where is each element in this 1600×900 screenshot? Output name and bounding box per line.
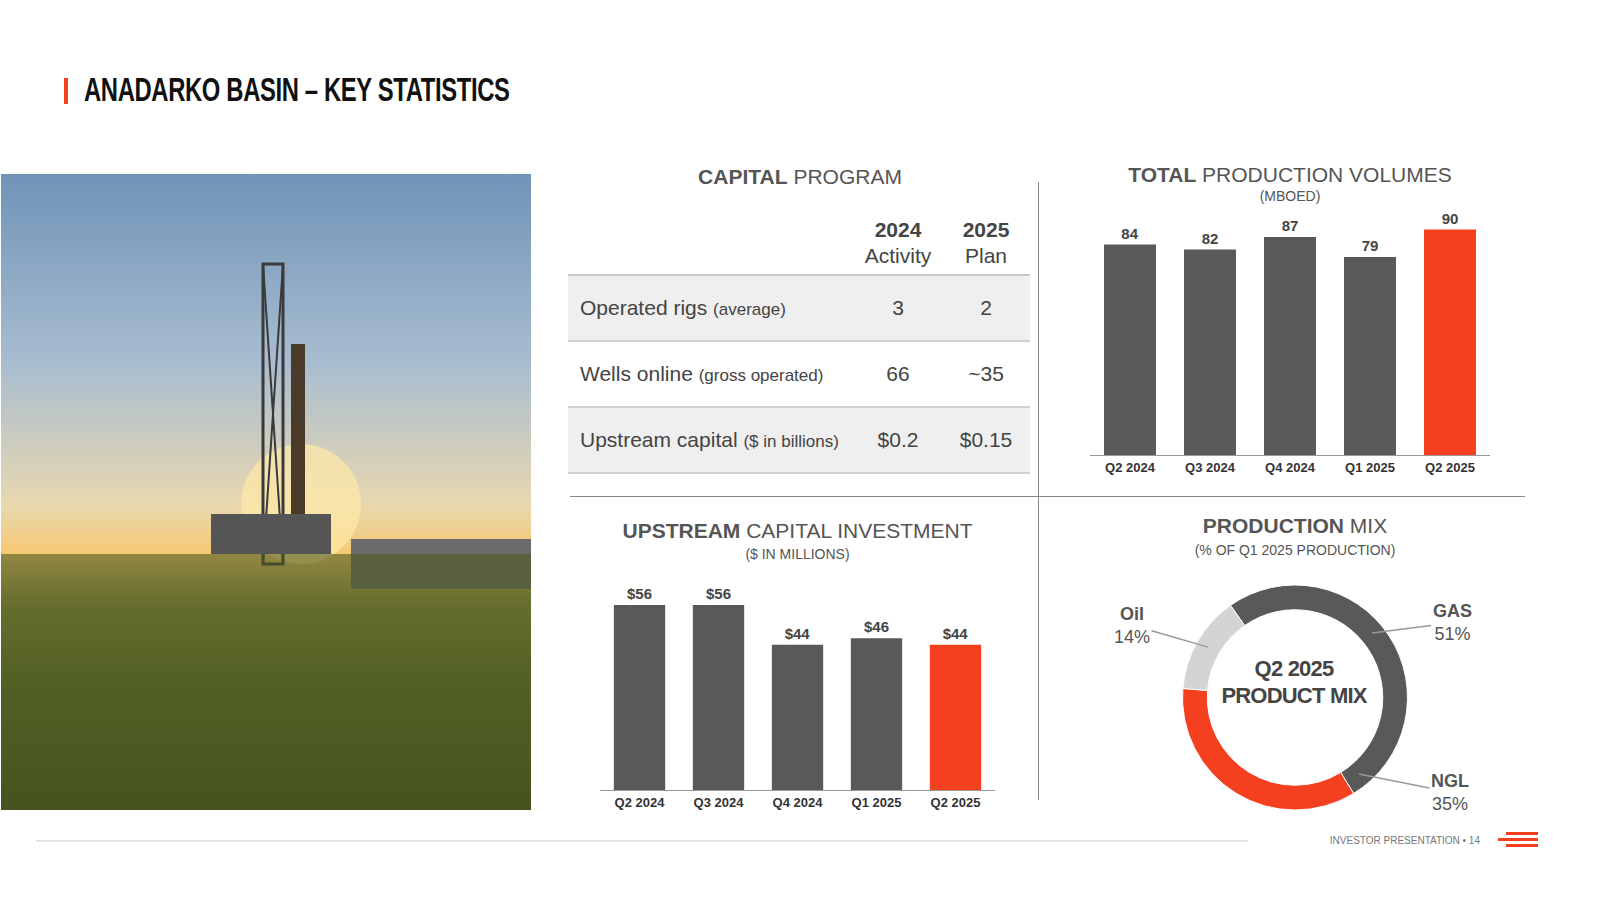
svg-text:$46: $46 <box>864 618 889 635</box>
svg-text:Q2 2024: Q2 2024 <box>1105 460 1156 475</box>
html-text:UPSTREAM CAPITAL INVESTMENT: UPSTREAM CAPITAL INVESTMENT <box>622 519 973 542</box>
html-text:Upstream capital($ in billions: Upstream capital($ in billions) <box>580 428 839 451</box>
html-text:$0.2: $0.2 <box>877 428 919 451</box>
svg-text:$44: $44 <box>785 625 811 642</box>
html-text:($ IN MILLIONS): ($ IN MILLIONS) <box>745 546 850 562</box>
html-text:Wells online(gross operated): Wells online(gross operated) <box>580 362 824 385</box>
svg-text:Oil14%: Oil14% <box>1114 604 1150 647</box>
svg-text:90: 90 <box>1442 210 1459 227</box>
svg-text:Q3 2024: Q3 2024 <box>1185 460 1236 475</box>
svg-text:87: 87 <box>1282 217 1299 234</box>
svg-text:Q4 2024: Q4 2024 <box>1265 460 1316 475</box>
svg-text:82: 82 <box>1202 230 1219 247</box>
html-text:TOTAL PRODUCTION VOLUMES: TOTAL PRODUCTION VOLUMES <box>1128 163 1452 186</box>
html-text:$0.15: $0.15 <box>959 428 1013 451</box>
svg-text:Q2 2024: Q2 2024 <box>615 795 666 810</box>
html-text:66: 66 <box>886 362 910 385</box>
html-text:ANADARKO BASIN – KEY STATISTIC: ANADARKO BASIN – KEY STATISTICS <box>84 70 510 108</box>
svg-text:84: 84 <box>1121 225 1138 242</box>
svg-text:$56: $56 <box>627 585 652 602</box>
html-text:(% OF Q1 2025 PRODUCTION): (% OF Q1 2025 PRODUCTION) <box>1194 542 1396 558</box>
svg-text:79: 79 <box>1362 237 1379 254</box>
svg-text:$44: $44 <box>943 625 969 642</box>
html-text:(MBOED): (MBOED) <box>1259 188 1321 204</box>
html-text:2: 2 <box>980 296 992 319</box>
svg-text:Q1 2025: Q1 2025 <box>852 795 902 810</box>
svg-text:Q2 2025: Q2 2025 <box>1425 460 1475 475</box>
html-text:3: 3 <box>892 296 904 319</box>
html-text:PRODUCTION MIX: PRODUCTION MIX <box>1202 514 1388 537</box>
svg-text:Q4 2024: Q4 2024 <box>773 795 824 810</box>
svg-text:$56: $56 <box>706 585 731 602</box>
svg-text:NGL35%: NGL35% <box>1431 771 1469 814</box>
html-text:2024: 2024 <box>874 218 922 241</box>
html-text:Activity: Activity <box>864 244 932 267</box>
html-text:Q2 2025 PRODUCT MIX: Q2 2025 PRODUCT MIX <box>1221 656 1367 708</box>
svg-text:GAS51%: GAS51% <box>1433 601 1472 644</box>
svg-text:Q2 2025: Q2 2025 <box>931 795 981 810</box>
html-text:CAPITAL PROGRAM: CAPITAL PROGRAM <box>698 165 902 188</box>
html-text:Plan: Plan <box>965 244 1007 267</box>
html-text:Operated rigs(average): Operated rigs(average) <box>580 296 786 319</box>
html-text:2025: 2025 <box>962 218 1010 241</box>
svg-text:Q1 2025: Q1 2025 <box>1345 460 1395 475</box>
html-text:~35: ~35 <box>968 362 1004 385</box>
svg-text:Q3 2024: Q3 2024 <box>694 795 745 810</box>
html-text:INVESTOR PRESENTATION • 14: INVESTOR PRESENTATION • 14 <box>1329 835 1480 846</box>
